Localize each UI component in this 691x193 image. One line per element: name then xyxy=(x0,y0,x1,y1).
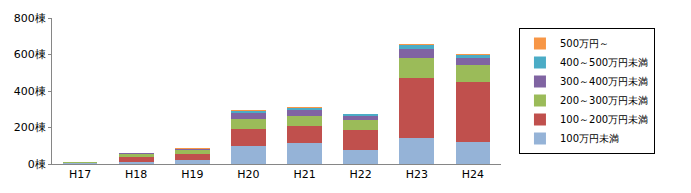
svg-text:100万円未満: 100万円未満 xyxy=(560,133,619,144)
svg-text:H21: H21 xyxy=(293,168,315,181)
svg-text:400棟: 400棟 xyxy=(14,85,46,98)
svg-text:100～200万円未満: 100～200万円未満 xyxy=(560,114,648,125)
svg-text:500万円～: 500万円～ xyxy=(560,38,609,49)
svg-text:400～500万円未満: 400～500万円未満 xyxy=(560,57,648,68)
svg-text:300～400万円未満: 300～400万円未満 xyxy=(560,76,648,87)
svg-text:800棟: 800棟 xyxy=(14,12,46,25)
svg-text:H18: H18 xyxy=(125,168,147,181)
svg-text:200棟: 200棟 xyxy=(14,121,46,134)
svg-text:H23: H23 xyxy=(406,168,428,181)
svg-text:H17: H17 xyxy=(69,168,91,181)
svg-text:H22: H22 xyxy=(350,168,372,181)
svg-text:H24: H24 xyxy=(462,168,484,181)
svg-text:H19: H19 xyxy=(181,168,203,181)
svg-text:H20: H20 xyxy=(237,168,259,181)
svg-text:600棟: 600棟 xyxy=(14,48,46,61)
svg-text:0棟: 0棟 xyxy=(28,158,46,171)
svg-text:200～300万円未満: 200～300万円未満 xyxy=(560,95,648,106)
